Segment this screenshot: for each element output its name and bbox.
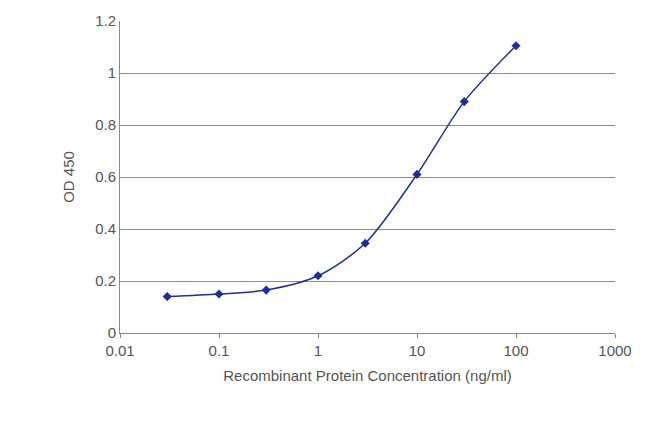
svg-text:Recombinant Protein Concentrat: Recombinant Protein Concentration (ng/ml… [223, 367, 511, 384]
svg-text:0: 0 [108, 324, 116, 341]
svg-text:10: 10 [409, 342, 426, 359]
svg-text:100: 100 [503, 342, 528, 359]
svg-text:0.01: 0.01 [105, 342, 134, 359]
svg-text:0.4: 0.4 [95, 220, 116, 237]
svg-text:OD 450: OD 450 [60, 151, 77, 203]
svg-text:0.6: 0.6 [95, 168, 116, 185]
svg-text:1.2: 1.2 [95, 12, 116, 29]
svg-text:1: 1 [314, 342, 322, 359]
svg-text:0.1: 0.1 [209, 342, 230, 359]
svg-text:1: 1 [108, 64, 116, 81]
svg-text:0.8: 0.8 [95, 116, 116, 133]
svg-text:0.2: 0.2 [95, 272, 116, 289]
svg-text:1000: 1000 [598, 342, 631, 359]
